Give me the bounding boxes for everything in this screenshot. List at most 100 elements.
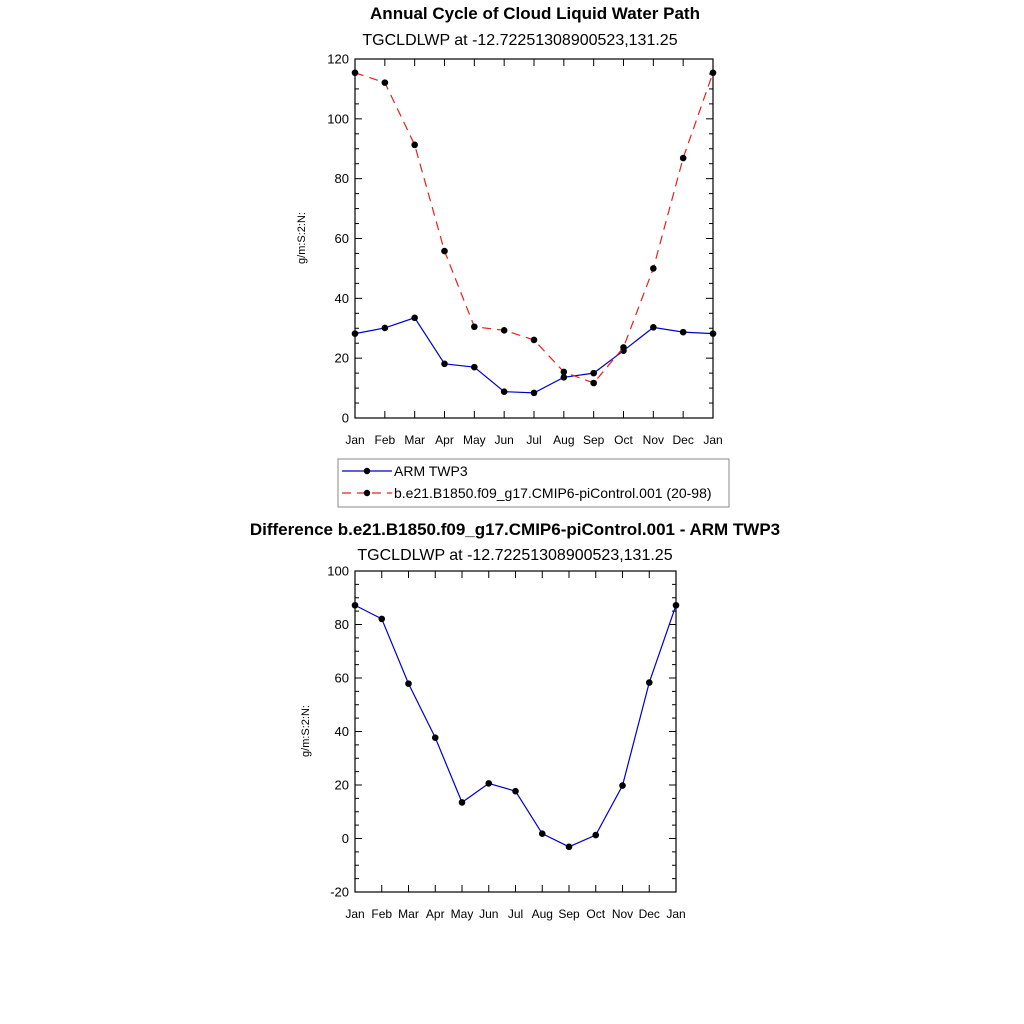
plot-area: 0 20 40 60 80 100 120 Jan Feb Mar Apr May Jun Jul Aug S…	[327, 52, 722, 448]
chart-title: Difference b.e21.B1850.f09_g17.CMIP6-piC…	[250, 520, 780, 539]
y-tick-label: 60	[335, 671, 349, 686]
data-point	[560, 368, 568, 376]
data-point	[512, 787, 519, 795]
data-point	[458, 799, 466, 806]
y-tick-label: 100	[327, 111, 349, 126]
y-tick-label: 0	[342, 411, 349, 426]
data-point	[709, 330, 717, 337]
data-point	[679, 328, 687, 336]
series-line-1	[354, 72, 714, 384]
x-tick-label: Jul	[526, 433, 541, 447]
chart-subtitle: TGCLDLWP at -12.72251308900523,131.25	[357, 547, 672, 564]
x-tick-label: Dec	[672, 433, 693, 447]
x-tick-label: Nov	[643, 433, 664, 447]
data-point	[471, 363, 478, 371]
y-tick-label: 20	[335, 351, 349, 366]
chart-subtitle: TGCLDLWP at -12.72251308900523,131.25	[362, 32, 677, 49]
plot-area: -20 0 20 40 60 80 100 Jan Feb Mar Apr May Jun Jul Aug S…	[327, 564, 685, 922]
legend-label-model: b.e21.B1850.f09_g17.CMIP6-piControl.001 …	[394, 485, 712, 501]
data-point	[351, 330, 359, 337]
y-tick-label: 100	[327, 564, 349, 579]
data-point	[351, 69, 359, 77]
data-point	[590, 379, 597, 387]
difference-chart: Difference b.e21.B1850.f09_g17.CMIP6-piC…	[250, 520, 780, 921]
y-tick-label: 40	[335, 724, 349, 739]
data-point	[645, 679, 653, 686]
legend: ARM TWP3 b.e21.B1850.f09_g17.CMIP6-piCon…	[337, 458, 730, 508]
data-point	[441, 247, 448, 255]
x-tick-label: Nov	[612, 907, 633, 921]
data-point	[471, 323, 478, 331]
legend-marker-arm	[363, 467, 371, 475]
y-tick-label: 80	[335, 617, 349, 632]
data-point	[431, 734, 439, 741]
x-tick-label: Apr	[426, 907, 445, 921]
y-tick-label: 60	[335, 231, 349, 246]
y-tick-label: 40	[335, 291, 349, 306]
x-tick-label: Jan	[666, 907, 685, 921]
x-tick-label: May	[463, 433, 486, 447]
x-tick-label: Jan	[345, 907, 364, 921]
x-tick-label: Aug	[553, 433, 574, 447]
data-point	[709, 69, 717, 77]
x-tick-label: Feb	[374, 433, 395, 447]
y-tick-label: 0	[342, 831, 349, 846]
chart-title: Annual Cycle of Cloud Liquid Water Path	[370, 4, 700, 23]
data-point	[650, 265, 657, 272]
data-point	[351, 601, 359, 609]
y-tick-label: 20	[335, 778, 349, 793]
x-tick-label: Mar	[398, 907, 419, 921]
data-point	[679, 154, 687, 162]
data-point	[590, 369, 597, 377]
x-tick-label: Oct	[586, 907, 605, 921]
data-point	[500, 327, 508, 334]
data-point	[500, 388, 508, 395]
data-point	[411, 141, 418, 149]
legend-label-arm: ARM TWP3	[394, 463, 468, 479]
x-tick-label: Aug	[532, 907, 553, 921]
x-tick-label: Jul	[508, 907, 523, 921]
series-line-0	[354, 317, 714, 394]
x-tick-label: Feb	[371, 907, 392, 921]
x-tick-label: Jan	[345, 433, 364, 447]
data-point	[381, 324, 389, 332]
x-tick-label: Apr	[435, 433, 454, 447]
x-tick-label: Dec	[639, 907, 660, 921]
x-tick-label: Jun	[479, 907, 498, 921]
data-point	[538, 830, 546, 837]
data-point	[411, 314, 418, 322]
x-tick-label: Sep	[558, 907, 580, 921]
data-point	[441, 360, 448, 368]
x-tick-label: Jun	[494, 433, 513, 447]
legend-marker-model	[363, 489, 371, 497]
y-tick-label: 80	[335, 171, 349, 186]
data-point	[592, 831, 600, 839]
data-point	[405, 680, 412, 687]
data-point	[620, 344, 627, 351]
data-point	[378, 615, 386, 623]
data-point	[485, 780, 493, 787]
x-tick-label: Jan	[703, 433, 722, 447]
plot-frame	[354, 570, 677, 893]
x-tick-label: Oct	[614, 433, 633, 447]
annual-cycle-chart: Annual Cycle of Cloud Liquid Water Path …	[296, 4, 730, 508]
data-point	[672, 601, 680, 609]
data-point	[650, 324, 657, 331]
y-tick-label: -20	[330, 885, 349, 900]
y-tick-label: 120	[327, 52, 349, 67]
data-point	[381, 79, 389, 86]
plot-frame	[354, 58, 714, 419]
x-tick-label: Mar	[404, 433, 425, 447]
y-axis-label: g/m:S:2:N:	[300, 705, 312, 757]
data-point	[530, 389, 538, 397]
x-tick-label: Sep	[583, 433, 605, 447]
series-line-0	[354, 604, 677, 848]
data-point	[619, 782, 626, 789]
data-point	[530, 336, 538, 344]
data-point	[560, 374, 568, 381]
data-point	[565, 843, 573, 851]
legend-box	[337, 458, 730, 508]
y-axis-label: g/m:S:2:N:	[296, 212, 308, 264]
x-tick-label: May	[451, 907, 474, 921]
